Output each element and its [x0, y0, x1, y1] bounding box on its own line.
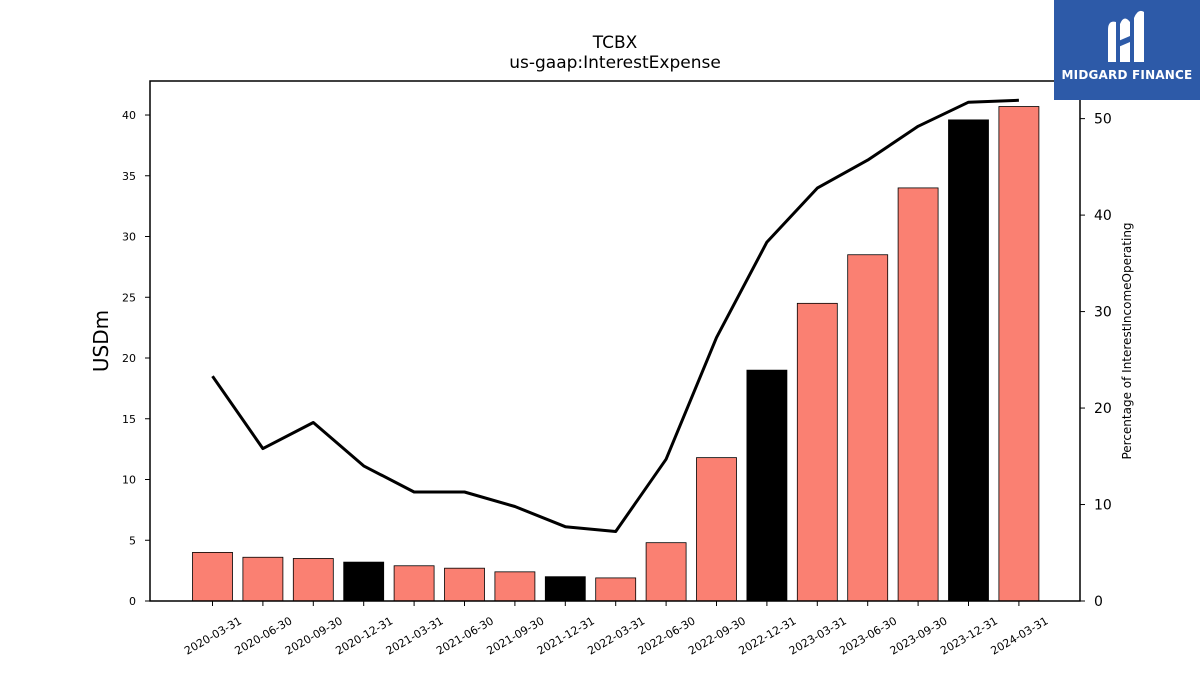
- y2-tick-label: 0: [1094, 594, 1103, 610]
- y-tick-label: 30: [122, 231, 136, 244]
- y2-tick-label: 30: [1094, 305, 1112, 321]
- bar-2022-09-30: [696, 457, 737, 602]
- bar-2020-12-31: [343, 561, 385, 602]
- midgard-logo-icon: [1108, 10, 1144, 63]
- bar-2023-12-31: [948, 119, 989, 602]
- logo-text: MIDGARD FINANCE: [1061, 68, 1193, 82]
- bar-2022-06-30: [645, 542, 687, 602]
- series-line: [211, 98, 1019, 533]
- bar-2024-03-31: [998, 106, 1040, 602]
- y-tick-label: 35: [122, 170, 136, 183]
- bar-2023-03-31: [796, 302, 838, 602]
- bars-layer: [192, 106, 1040, 602]
- y-axis-label: USDm: [89, 310, 113, 372]
- left-axis-ticks: 0 5 10 15 20 25 30 35 40: [122, 109, 150, 608]
- y-tick-label: 40: [122, 109, 136, 122]
- y-tick-label: 20: [122, 352, 136, 365]
- y-tick-label: 15: [122, 413, 136, 426]
- x-axis-ticks: 2020-03-312020-06-302020-09-302020-12-31…: [182, 601, 1050, 658]
- bar-2023-09-30: [897, 187, 939, 602]
- chart-subtitle: us-gaap:InterestExpense: [509, 53, 721, 73]
- midgard-finance-logo: MIDGARD FINANCE: [1054, 0, 1200, 100]
- y2-tick-label: 10: [1094, 498, 1112, 514]
- bar-2021-03-31: [393, 565, 435, 602]
- line-layer: [211, 98, 1019, 533]
- y-tick-label: 25: [122, 291, 136, 304]
- bar-2021-12-31: [544, 576, 586, 602]
- chart-title: TCBX: [592, 33, 638, 53]
- y-tick-label: 10: [122, 474, 136, 487]
- plot-frame: [149, 80, 1081, 602]
- bar-2020-06-30: [242, 556, 284, 602]
- y2-axis-label: Percentage of InterestIncomeOperating: [1120, 222, 1134, 459]
- bar-2022-12-31: [746, 369, 788, 602]
- bar-2020-03-31: [192, 552, 233, 602]
- bar-2021-09-30: [494, 571, 536, 602]
- right-axis-ticks: 0 10 20 30 40 50: [1080, 112, 1112, 610]
- y2-tick-label: 50: [1094, 112, 1112, 128]
- bar-2020-09-30: [292, 558, 334, 602]
- y2-tick-label: 20: [1094, 401, 1112, 417]
- bar-2021-06-30: [444, 567, 485, 602]
- bar-2022-03-31: [595, 577, 637, 602]
- bar-2023-06-30: [847, 254, 889, 602]
- x-tick-label: 2024-03-31: [989, 614, 1051, 657]
- y2-tick-label: 40: [1094, 208, 1112, 224]
- y-tick-label: 0: [129, 595, 136, 608]
- y-tick-label: 5: [129, 534, 136, 547]
